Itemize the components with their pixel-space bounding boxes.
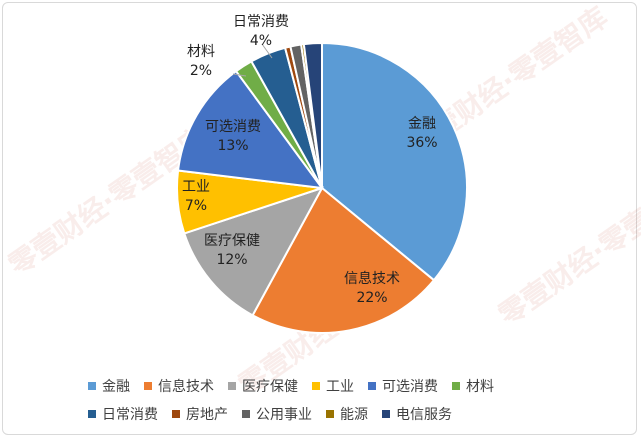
legend-item: 工业 <box>312 376 354 396</box>
slice-value-label: 4% <box>250 33 272 49</box>
slice-value-label: 2% <box>190 63 212 79</box>
legend-swatch <box>88 410 96 418</box>
legend-label: 材料 <box>466 379 494 395</box>
slice-name-label: 材料 <box>187 44 215 60</box>
legend-label: 电信服务 <box>396 407 452 423</box>
legend-swatch <box>88 382 96 390</box>
legend-label: 房地产 <box>186 407 228 423</box>
slice-value-label: 36% <box>406 135 437 151</box>
legend-item: 房地产 <box>172 404 228 424</box>
slice-name-label: 金融 <box>408 116 436 132</box>
legend-item: 电信服务 <box>382 404 452 424</box>
slice-name-label: 日常消费 <box>233 14 289 30</box>
legend-label: 医疗保健 <box>242 379 298 395</box>
legend-swatch <box>452 382 460 390</box>
slice-name-label: 医疗保健 <box>204 233 260 249</box>
legend-row: 日常消费 房地产 公用事业 能源 电信服务 <box>88 400 608 428</box>
legend-label: 信息技术 <box>158 379 214 395</box>
legend-swatch <box>312 382 320 390</box>
pie-slice <box>183 186 325 317</box>
legend-swatch <box>144 382 152 390</box>
legend-swatch <box>242 410 250 418</box>
legend-row: 金融 信息技术 医疗保健 工业 可选消费 材料 <box>88 372 608 400</box>
slice-value-label: 12% <box>216 252 247 268</box>
legend-swatch <box>172 410 180 418</box>
slice-value-label: 7% <box>185 198 207 214</box>
legend-item: 公用事业 <box>242 404 312 424</box>
slice-name-label: 工业 <box>182 179 210 195</box>
slice-name-label: 可选消费 <box>205 119 261 135</box>
pie-slice <box>321 41 468 282</box>
legend-label: 公用事业 <box>256 407 312 423</box>
legend-label: 日常消费 <box>102 407 158 423</box>
pie-slice <box>302 41 323 189</box>
legend-swatch <box>382 410 390 418</box>
legend-item: 医疗保健 <box>228 376 298 396</box>
legend-label: 工业 <box>326 379 354 395</box>
pie-slice <box>176 69 325 190</box>
legend-item: 信息技术 <box>144 376 214 396</box>
legend: 金融 信息技术 医疗保健 工业 可选消费 材料 日常消费 房地产 公用事业 能源 电信服务 <box>88 372 608 428</box>
legend-label: 能源 <box>340 407 368 423</box>
slice-name-label: 信息技术 <box>344 270 400 287</box>
legend-label: 金融 <box>102 379 130 395</box>
legend-swatch <box>228 382 236 390</box>
leader-line <box>232 73 247 77</box>
legend-swatch <box>368 382 376 390</box>
legend-item: 材料 <box>452 376 494 396</box>
slice-value-label: 13% <box>217 138 248 154</box>
legend-item: 金融 <box>88 376 130 396</box>
legend-item: 能源 <box>326 404 368 424</box>
legend-swatch <box>326 410 334 418</box>
slice-value-label: 22% <box>356 290 387 306</box>
legend-item: 可选消费 <box>368 376 438 396</box>
leader-line <box>261 43 273 59</box>
pie-slice <box>251 186 436 334</box>
legend-item: 日常消费 <box>88 404 158 424</box>
legend-label: 可选消费 <box>382 379 438 395</box>
